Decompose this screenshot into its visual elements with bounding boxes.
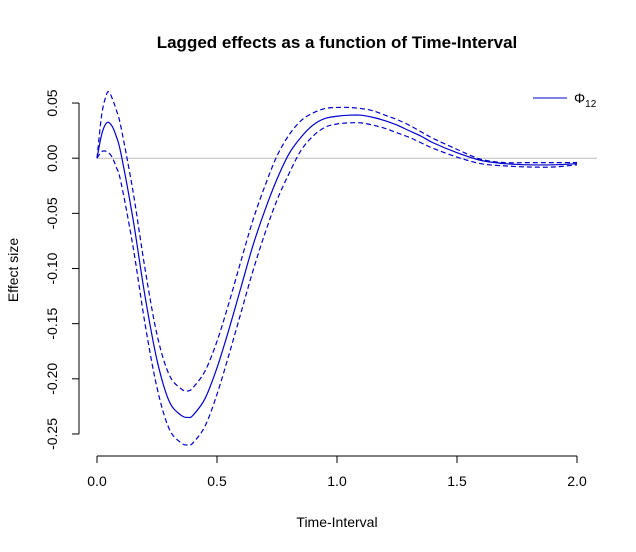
- x-tick-label: 0.5: [207, 473, 227, 489]
- x-axis: 0.0 0.5 1.0 1.5 2.0: [87, 455, 587, 489]
- y-axis-label: Effect size: [5, 238, 21, 303]
- x-tick-label: 2.0: [567, 473, 587, 489]
- x-axis-label: Time-Interval: [296, 514, 377, 530]
- plot-area: [96, 90, 597, 446]
- legend-label-main: Φ: [574, 90, 585, 106]
- x-tick-label: 1.0: [327, 473, 347, 489]
- y-tick-label: -0.05: [44, 197, 60, 229]
- series-estimate-line: [96, 114, 578, 419]
- x-tick-label: 1.5: [447, 473, 467, 489]
- y-ticks: 0.05 0.00 -0.05 -0.10 -0.15 -0.20 -0.25: [44, 89, 79, 450]
- y-axis: 0.05 0.00 -0.05 -0.10 -0.15 -0.20 -0.25: [44, 89, 80, 450]
- y-tick-label: -0.25: [44, 418, 60, 450]
- legend-label-subscript: 12: [585, 99, 597, 110]
- y-tick-label: -0.20: [44, 363, 60, 395]
- chart-title: Lagged effects as a function of Time-Int…: [157, 33, 518, 52]
- y-tick-label: -0.15: [44, 307, 60, 339]
- series-upper-line: [96, 90, 577, 392]
- legend: Φ12: [533, 90, 597, 110]
- series-lower-line: [96, 122, 578, 446]
- y-tick-label: 0.00: [44, 144, 60, 171]
- series-layer: [96, 90, 578, 446]
- y-tick-label: -0.10: [44, 252, 60, 284]
- x-tick-label: 0.0: [87, 473, 107, 489]
- y-tick-label: 0.05: [44, 89, 60, 116]
- x-ticks: 0.0 0.5 1.0 1.5 2.0: [87, 456, 587, 489]
- legend-label: Φ12: [574, 90, 597, 110]
